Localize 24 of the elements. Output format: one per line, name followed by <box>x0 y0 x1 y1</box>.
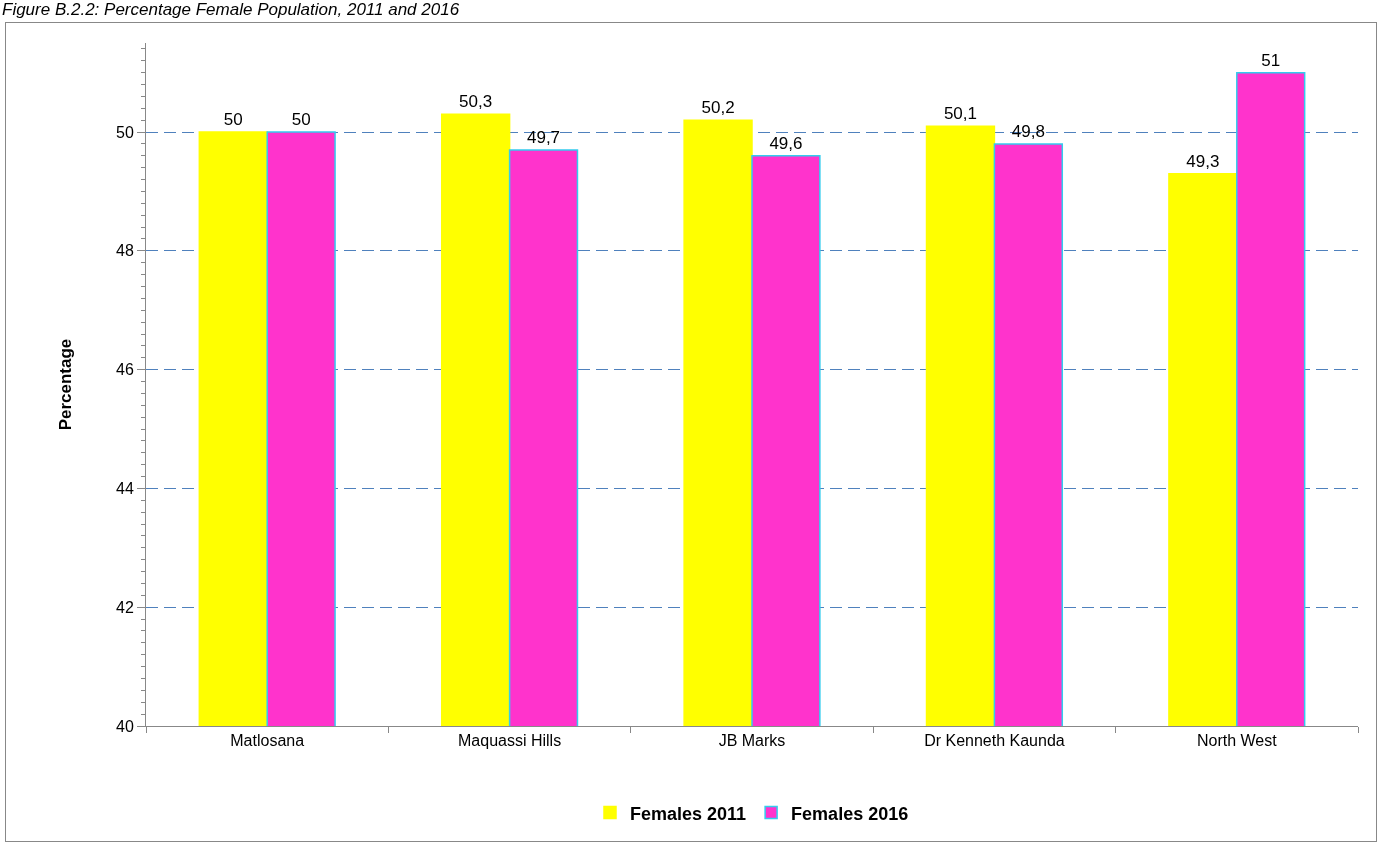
y-tick-label: 50 <box>116 123 134 141</box>
data-label: 50,1 <box>943 104 978 124</box>
x-tick-label: JB Marks <box>718 732 786 750</box>
data-label: 50 <box>223 110 243 130</box>
data-label: 51 <box>1261 50 1281 70</box>
y-tick-label: 40 <box>116 717 134 735</box>
data-label: 50,2 <box>701 98 735 118</box>
x-tick-label: Matlosana <box>230 732 305 750</box>
x-tick-label: Maquassi Hills <box>458 732 562 750</box>
y-tick-label: 46 <box>116 361 134 379</box>
data-label: 50,3 <box>459 92 493 112</box>
legend-label: Females 2016 <box>791 803 909 824</box>
y-tick-label: 44 <box>116 480 134 498</box>
chart-title: Figure B.2.2: Percentage Female Population, 2011 and 2016 <box>2 0 460 20</box>
x-tick-label: Dr Kenneth Kaunda <box>924 732 1065 750</box>
data-label: 49,3 <box>1186 151 1220 171</box>
legend-label: Females 2011 <box>630 803 747 824</box>
data-label: 49,6 <box>769 133 803 153</box>
data-label: 50 <box>291 110 311 130</box>
y-tick-label: 48 <box>116 242 134 260</box>
x-tick-label: North West <box>1196 732 1278 750</box>
y-tick-label: 42 <box>116 598 134 616</box>
y-axis-title: Percentage <box>55 338 75 431</box>
data-label: 49,7 <box>526 127 561 147</box>
